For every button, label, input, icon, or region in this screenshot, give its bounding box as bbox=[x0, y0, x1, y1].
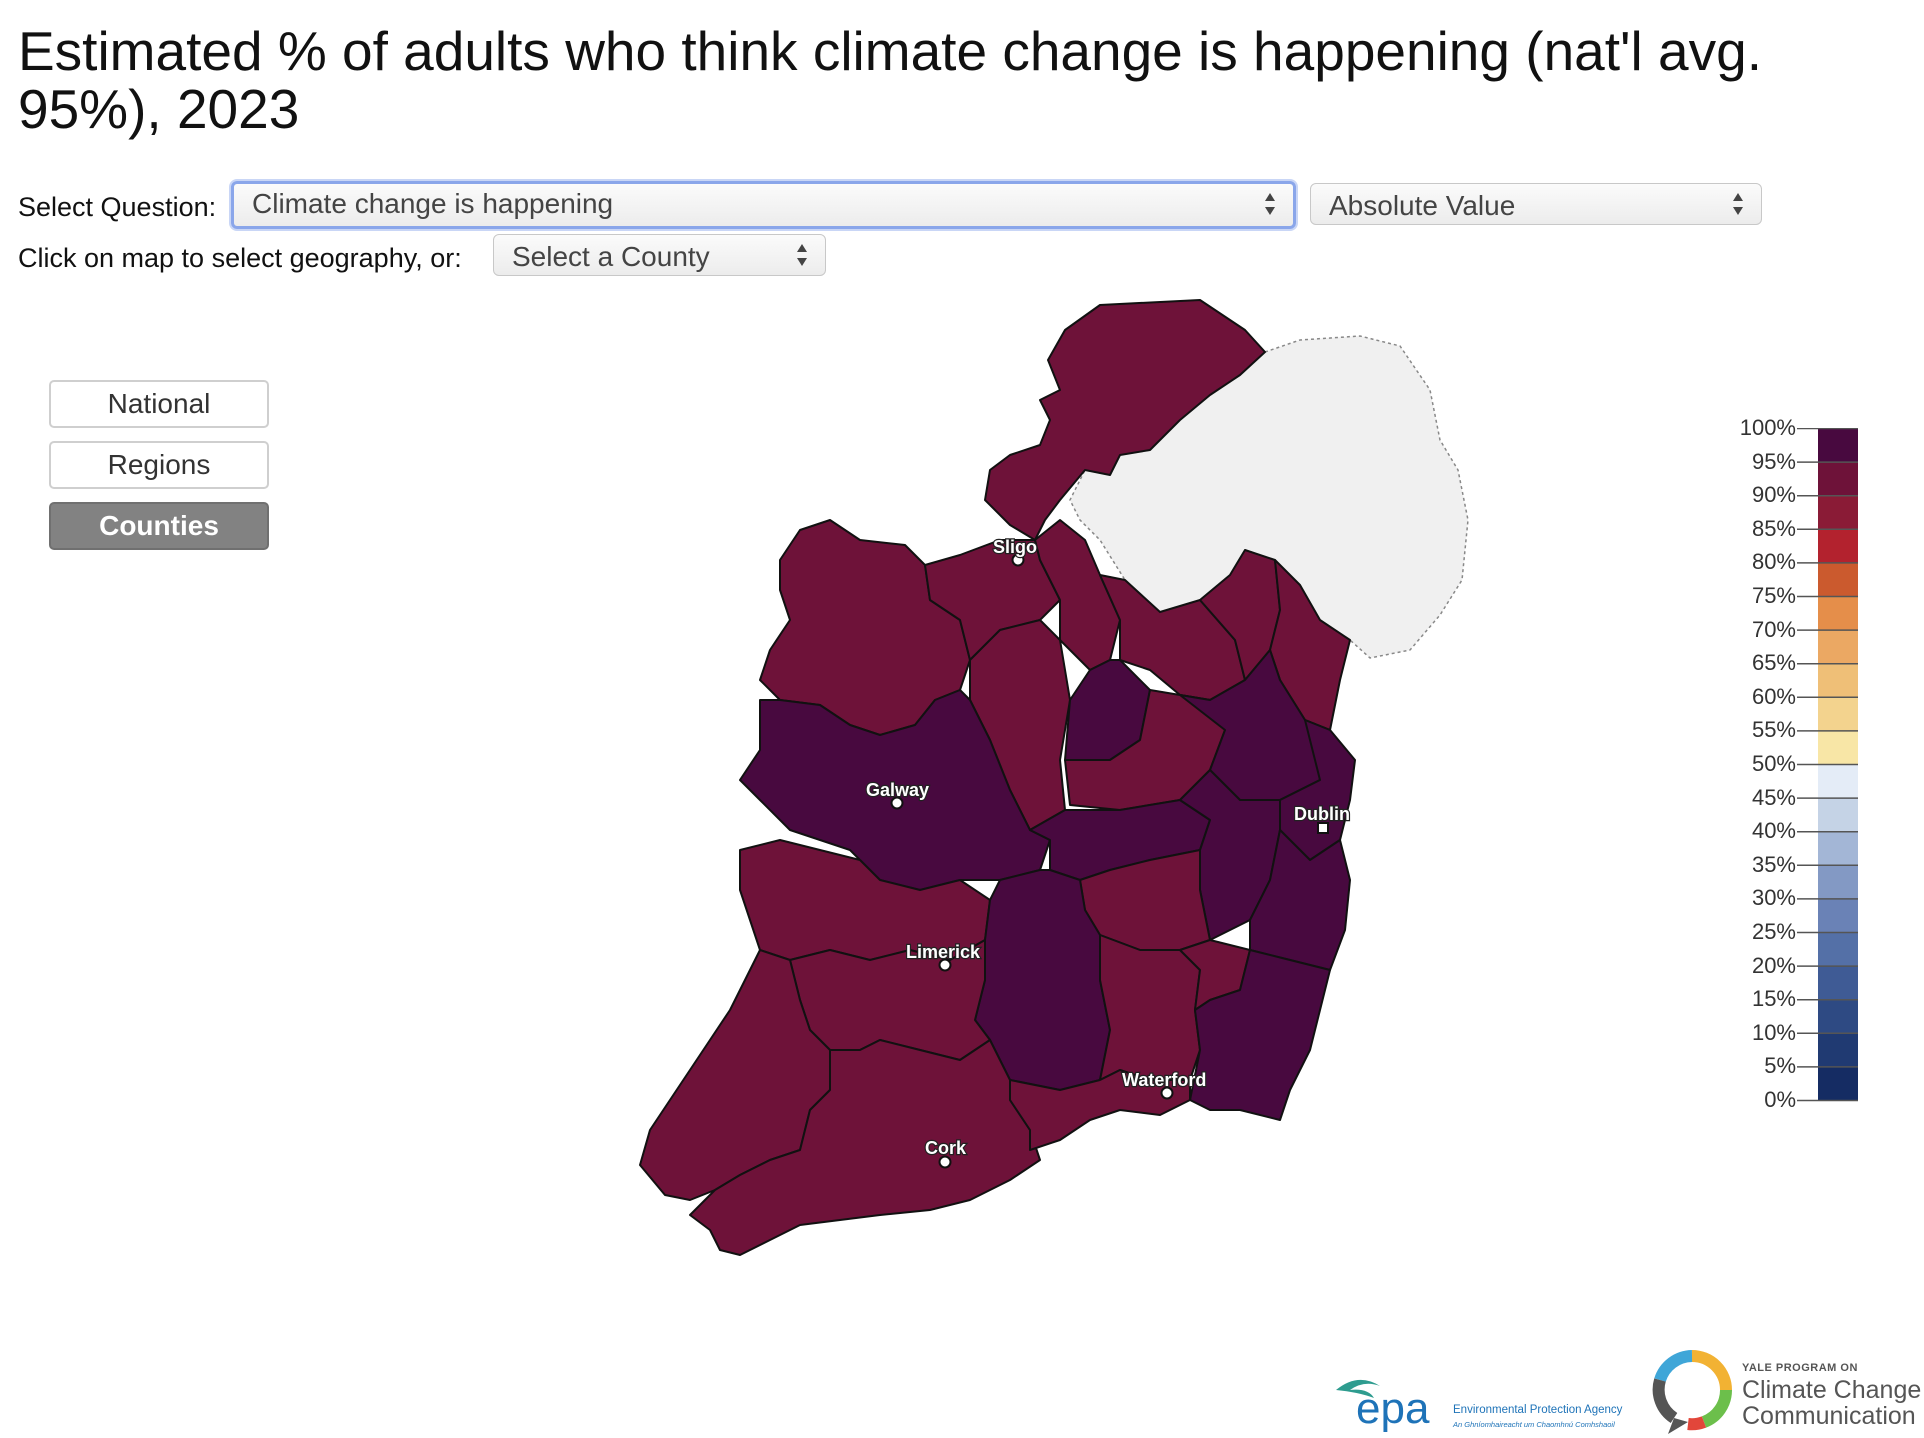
legend-label: 30% bbox=[1751, 885, 1796, 911]
legend-swatch bbox=[1818, 999, 1858, 1034]
city-limerick[interactable]: Limerick bbox=[905, 941, 982, 972]
legend-label: 40% bbox=[1751, 818, 1796, 844]
legend-swatch bbox=[1818, 461, 1858, 496]
select-arrows-icon bbox=[1733, 193, 1743, 215]
county-waterford[interactable] bbox=[1009, 1069, 1191, 1151]
yale-line1: Climate Change bbox=[1742, 1376, 1922, 1404]
legend-swatch bbox=[1818, 864, 1858, 899]
yale-line2: Communication bbox=[1742, 1402, 1916, 1430]
legend-swatch bbox=[1818, 596, 1858, 631]
yale-logo: YALE PROGRAM ON Climate Change Communica… bbox=[1652, 1350, 1924, 1438]
legend-swatch bbox=[1818, 797, 1858, 832]
legend-label: 10% bbox=[1751, 1019, 1796, 1045]
svg-text:Limerick: Limerick bbox=[906, 942, 981, 962]
svg-text:Cork: Cork bbox=[925, 1138, 967, 1158]
epa-irish-name: An Ghníomhaireacht um Chaomhnú Comhshaoi… bbox=[1453, 1420, 1615, 1429]
question-label: Select Question: bbox=[18, 192, 217, 222]
legend-label: 45% bbox=[1751, 784, 1796, 810]
legend-label: 0% bbox=[1764, 1087, 1796, 1112]
legend-label: 35% bbox=[1751, 851, 1796, 877]
epa-logo: epa Environmental Protection Agency An G… bbox=[1328, 1368, 1648, 1438]
national-button[interactable]: National bbox=[49, 380, 269, 428]
legend-swatch bbox=[1818, 1032, 1858, 1067]
legend-swatch bbox=[1818, 696, 1858, 731]
county-donegal[interactable] bbox=[984, 299, 1266, 541]
legend-label: 90% bbox=[1751, 482, 1796, 508]
legend-swatch bbox=[1818, 730, 1858, 765]
legend-swatch bbox=[1818, 528, 1858, 563]
county-kilkenny[interactable] bbox=[1099, 934, 1201, 1081]
legend-label: 85% bbox=[1751, 515, 1796, 541]
legend-label: 70% bbox=[1751, 616, 1796, 642]
svg-text:Dublin: Dublin bbox=[1294, 804, 1350, 824]
legend-label: 15% bbox=[1751, 986, 1796, 1012]
city-markers: Sligo Galway Dublin Limerick Waterford C… bbox=[865, 536, 1351, 1169]
legend-label: 25% bbox=[1751, 919, 1796, 944]
city-sligo[interactable]: Sligo bbox=[992, 536, 1038, 567]
legend-label: 80% bbox=[1751, 549, 1796, 575]
county-cork[interactable] bbox=[689, 1039, 1041, 1256]
measure-select-value: Absolute Value bbox=[1329, 190, 1516, 221]
page-title: Estimated % of adults who think climate … bbox=[18, 20, 1762, 140]
yale-ring-icon bbox=[1652, 1350, 1732, 1434]
county-select[interactable]: Select a County bbox=[493, 234, 826, 276]
svg-text:Waterford: Waterford bbox=[1122, 1070, 1206, 1090]
select-arrows-icon bbox=[797, 244, 807, 266]
legend-label: 60% bbox=[1751, 683, 1796, 709]
legend-swatch bbox=[1818, 764, 1858, 799]
legend-label: 5% bbox=[1764, 1053, 1796, 1079]
epa-name: Environmental Protection Agency bbox=[1453, 1404, 1623, 1416]
county-select-value: Select a County bbox=[512, 241, 710, 272]
legend-label: 55% bbox=[1751, 717, 1796, 743]
legend-color-bar bbox=[1797, 428, 1858, 1102]
epa-swirl-icon bbox=[1336, 1379, 1380, 1398]
legend-label: 65% bbox=[1751, 650, 1796, 676]
legend-swatch bbox=[1818, 932, 1858, 967]
yale-program-label: YALE PROGRAM ON bbox=[1742, 1362, 1858, 1374]
question-select-value: Climate change is happening bbox=[252, 188, 614, 219]
city-cork[interactable]: Cork bbox=[924, 1137, 968, 1169]
legend-label: 75% bbox=[1751, 583, 1796, 608]
legend-swatch bbox=[1818, 1066, 1858, 1101]
legend-swatch bbox=[1818, 495, 1858, 530]
measure-select[interactable]: Absolute Value bbox=[1310, 183, 1762, 225]
legend-swatch bbox=[1818, 831, 1858, 866]
legend-swatch bbox=[1818, 898, 1858, 933]
legend-label: 95% bbox=[1751, 448, 1796, 474]
legend-label: 20% bbox=[1751, 952, 1796, 978]
svg-text:Galway: Galway bbox=[866, 780, 929, 800]
counties-button[interactable]: Counties bbox=[49, 502, 269, 550]
legend-label: 50% bbox=[1751, 751, 1796, 776]
select-arrows-icon bbox=[1265, 193, 1275, 215]
question-select[interactable]: Climate change is happening bbox=[231, 181, 1296, 229]
svg-text:Sligo: Sligo bbox=[993, 537, 1037, 557]
regions-button[interactable]: Regions bbox=[49, 441, 269, 489]
county-sligo[interactable] bbox=[924, 539, 1061, 661]
legend-swatch bbox=[1818, 428, 1858, 463]
counties-layer bbox=[639, 299, 1356, 1256]
city-galway[interactable]: Galway bbox=[865, 779, 930, 810]
legend-label: 100% bbox=[1739, 415, 1796, 440]
legend-swatch bbox=[1818, 562, 1858, 597]
county-wexford[interactable] bbox=[1189, 949, 1331, 1121]
legend-swatch bbox=[1818, 965, 1858, 1000]
epa-mark: epa bbox=[1356, 1384, 1430, 1433]
city-dublin[interactable]: Dublin bbox=[1293, 803, 1351, 834]
city-waterford[interactable]: Waterford bbox=[1121, 1069, 1208, 1100]
legend-swatch bbox=[1818, 663, 1858, 698]
geography-label: Click on map to select geography, or: bbox=[18, 243, 462, 273]
legend-swatch bbox=[1818, 629, 1858, 664]
